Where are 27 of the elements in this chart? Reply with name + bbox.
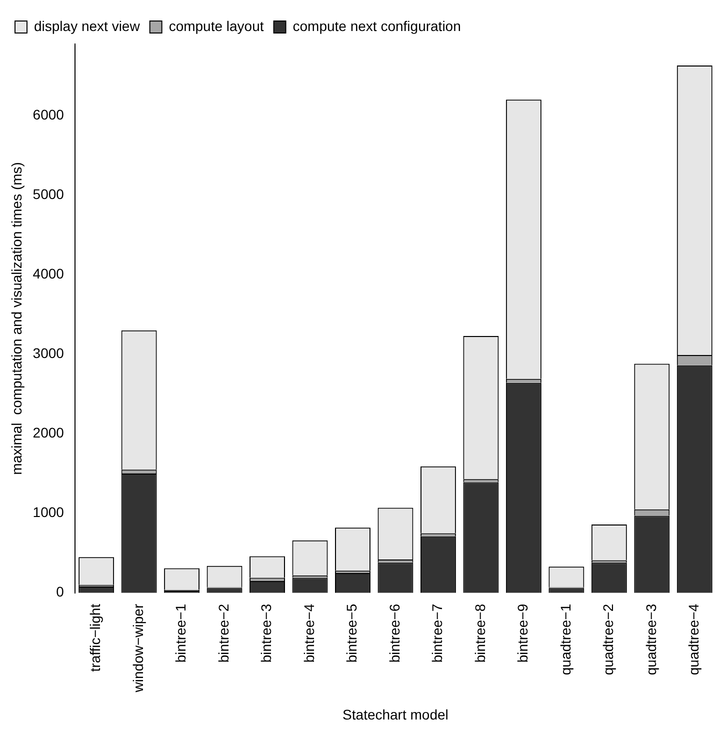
- x-tick-label: traffic−light: [87, 604, 104, 672]
- x-tick-label: bintree−8: [472, 604, 488, 663]
- x-tick-label: bintree−1: [172, 604, 189, 663]
- y-tick-label: 4000: [32, 266, 64, 282]
- y-tick-label: 3000: [32, 345, 64, 362]
- x-tick-label: bintree−9: [514, 604, 531, 663]
- y-tick-label: 2000: [32, 424, 64, 441]
- legend-label: display next view: [34, 18, 141, 34]
- x-tick-label: bintree−5: [344, 604, 360, 663]
- x-tick-label: quadtree−4: [685, 604, 702, 676]
- x-tick-label: bintree−3: [258, 604, 274, 663]
- x-axis-title: Statechart model: [342, 706, 448, 722]
- y-tick-label: 5000: [32, 186, 64, 202]
- x-tick-label: window−wiper: [130, 604, 146, 694]
- x-tick-label: bintree−4: [300, 604, 317, 663]
- y-tick-label: 0: [56, 584, 64, 600]
- x-tick-label: quadtree−2: [600, 604, 616, 676]
- x-tick-label: bintree−6: [386, 604, 402, 663]
- legend-label: compute layout: [168, 18, 264, 34]
- legend-label: compute next configuration: [292, 18, 461, 34]
- y-tick-label: 1000: [32, 504, 64, 520]
- y-axis-title: maximal computation and visualization times (ms): [8, 162, 24, 475]
- x-tick-label: quadtree−3: [642, 604, 659, 676]
- x-tick-label: quadtree−1: [557, 604, 574, 676]
- x-tick-label: bintree−7: [429, 604, 446, 663]
- y-tick-label: 6000: [32, 106, 64, 122]
- x-tick-label: bintree−2: [215, 604, 232, 663]
